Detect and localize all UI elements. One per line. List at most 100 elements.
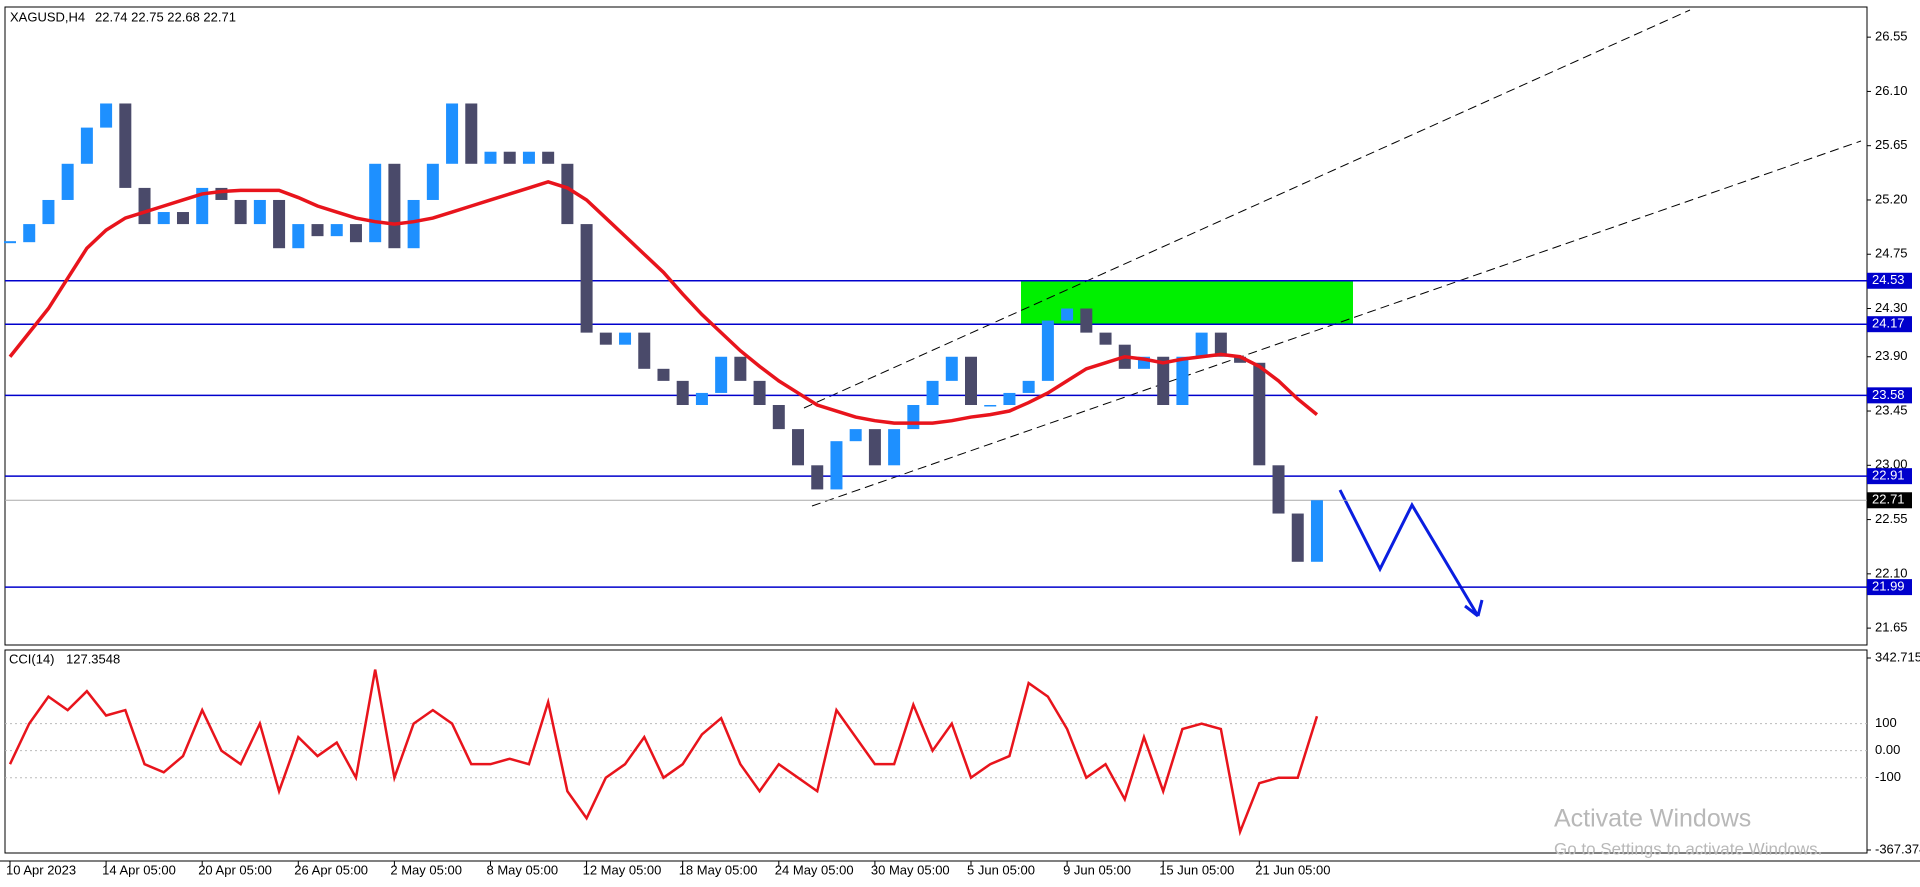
level-label: 21.99	[1872, 579, 1905, 594]
candle	[868, 429, 881, 466]
x-tick-label: 20 Apr 05:00	[198, 862, 272, 877]
y-tick-label: 23.90	[1875, 348, 1908, 363]
projection-arrow	[1338, 489, 1484, 618]
candle	[1061, 308, 1074, 321]
candle	[926, 380, 939, 405]
x-tick-label: 21 Jun 05:00	[1255, 862, 1330, 877]
candle	[619, 332, 632, 345]
candle	[349, 224, 362, 243]
level-label: 24.17	[1872, 316, 1905, 331]
candle	[484, 151, 497, 164]
candle	[1176, 356, 1189, 405]
candle	[772, 404, 785, 430]
current-price-tag	[1867, 492, 1912, 509]
candle	[734, 356, 747, 381]
candle	[1214, 332, 1227, 357]
cci-tick-label: -367.374	[1875, 841, 1920, 856]
candle	[1195, 332, 1208, 357]
candle	[369, 163, 382, 243]
x-tick-label: 26 Apr 05:00	[294, 862, 368, 877]
candle	[311, 224, 324, 237]
symbol: XAGUSD,H4	[10, 9, 85, 24]
y-tick-label: 24.30	[1875, 300, 1908, 315]
candle	[157, 212, 170, 225]
level-label: 23.58	[1872, 387, 1905, 402]
candle	[1099, 332, 1112, 345]
candle	[1272, 465, 1285, 514]
candle	[830, 441, 843, 490]
x-tick-label: 2 May 05:00	[390, 862, 462, 877]
watermark-subtitle: Go to Settings to activate Windows.	[1554, 839, 1822, 858]
cci-tick-label: 0.00	[1875, 742, 1900, 757]
candle	[1041, 320, 1054, 381]
moving-average	[8, 180, 1319, 425]
candle	[465, 103, 478, 164]
x-tick-label: 24 May 05:00	[775, 862, 854, 877]
cci-tick-label: -100	[1875, 769, 1901, 784]
candle	[965, 356, 977, 405]
candle	[23, 224, 36, 243]
candle	[388, 163, 401, 249]
trend-line	[811, 140, 1862, 507]
y-tick-label: 25.65	[1875, 137, 1908, 152]
x-tick-label: 18 May 05:00	[679, 862, 758, 877]
candle	[426, 163, 439, 200]
candle	[715, 356, 728, 393]
candle	[907, 404, 920, 430]
trend-line	[803, 9, 1691, 409]
candle	[119, 103, 132, 188]
candle	[446, 103, 459, 164]
level-tag	[1867, 272, 1912, 289]
x-tick-label: 30 May 05:00	[871, 862, 950, 877]
y-tick-label: 23.45	[1875, 402, 1908, 417]
candle	[292, 224, 305, 249]
candle	[138, 187, 151, 225]
candle	[580, 224, 593, 333]
candle	[1253, 362, 1266, 466]
x-tick-label: 5 Jun 05:00	[967, 862, 1035, 877]
x-tick-label: 9 Jun 05:00	[1063, 862, 1131, 877]
watermark-title: Activate Windows	[1554, 805, 1751, 833]
level-tag	[1867, 316, 1912, 333]
candle	[1310, 500, 1323, 562]
candle	[80, 127, 93, 164]
candle	[61, 163, 74, 200]
candle	[638, 332, 651, 369]
candle	[100, 103, 113, 128]
candle	[542, 151, 555, 164]
candle	[561, 163, 574, 225]
y-tick-label: 26.10	[1875, 83, 1908, 98]
level-label: 22.91	[1872, 468, 1905, 483]
candle	[1234, 356, 1247, 363]
candle	[753, 380, 766, 405]
cci-line	[8, 669, 1319, 837]
x-tick-label: 15 Jun 05:00	[1159, 862, 1234, 877]
candle	[42, 199, 55, 225]
y-tick-label: 24.75	[1875, 246, 1908, 261]
y-tick-label: 26.55	[1875, 29, 1908, 44]
candle	[253, 199, 266, 225]
level-tag	[1867, 468, 1912, 485]
candle	[676, 380, 689, 405]
candle	[407, 199, 420, 249]
candle	[1157, 356, 1170, 405]
candle	[599, 332, 612, 345]
candle	[811, 465, 824, 490]
x-tick-label: 14 Apr 05:00	[102, 862, 176, 877]
main-panel	[4, 6, 1868, 646]
cci-tick-label: 100	[1875, 715, 1897, 730]
candle	[888, 429, 901, 466]
cci-value: 127.3548	[66, 651, 120, 666]
y-tick-label: 25.20	[1875, 191, 1908, 206]
candle	[522, 151, 535, 164]
quote: 22.74 22.75 22.68 22.71	[95, 9, 236, 24]
candle	[234, 199, 247, 225]
candle	[1291, 513, 1304, 562]
candle	[273, 199, 286, 249]
y-tick-label: 23.00	[1875, 457, 1908, 472]
candle	[1080, 308, 1093, 333]
candle	[1022, 380, 1035, 393]
y-tick-label: 22.10	[1875, 565, 1908, 580]
